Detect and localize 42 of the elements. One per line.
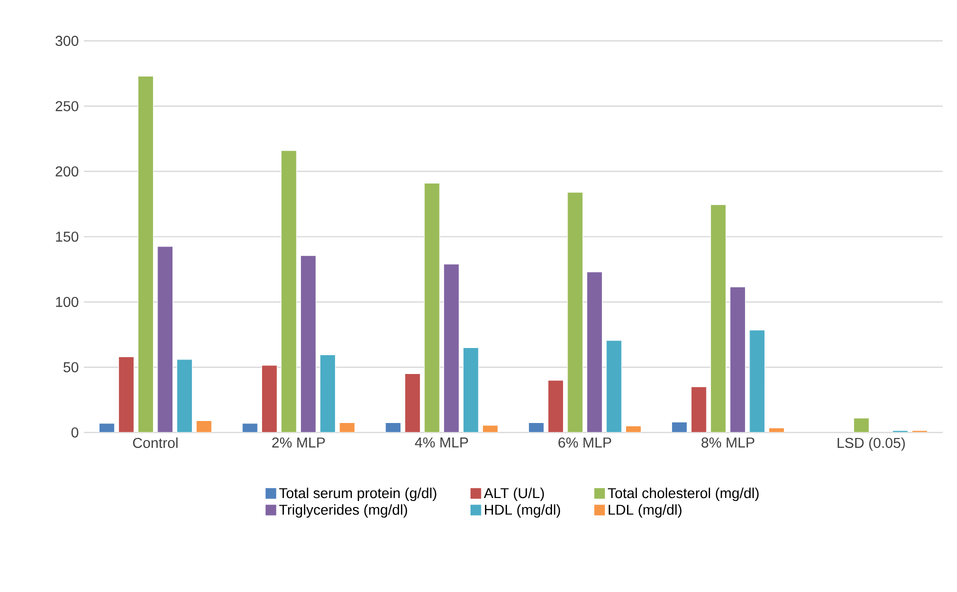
bar — [606, 340, 622, 432]
x-tick-label: Control — [133, 437, 178, 448]
bar — [157, 246, 174, 432]
bar — [548, 380, 564, 432]
y-tick-label: 50 — [64, 362, 78, 372]
bar — [443, 264, 460, 432]
y-tick-label: 100 — [56, 296, 78, 308]
x-tick-label: 8% MLP — [702, 437, 754, 448]
bar — [261, 364, 278, 432]
legend-label: HDL (mg/dl) — [484, 504, 560, 518]
legend-label: Total cholesterol (mg/dl) — [608, 488, 759, 502]
bar — [567, 192, 584, 432]
y-tick-label: 200 — [56, 166, 78, 176]
legend-label: Triglycerides (mg/dl) — [279, 504, 408, 518]
bar — [853, 418, 870, 432]
legend-label: ALT (U/L) — [484, 488, 544, 502]
x-tick-label: LSD (0.05) — [838, 437, 905, 451]
y-tick-label: 150 — [56, 232, 78, 242]
bar — [280, 150, 297, 432]
bar — [462, 347, 479, 432]
bar — [586, 272, 603, 432]
y-tick-label: 0 — [71, 427, 78, 438]
y-tick-label: 250 — [56, 101, 78, 112]
legend-label: LDL (mg/dl) — [608, 504, 682, 518]
bar — [730, 286, 746, 432]
bar — [404, 373, 421, 432]
bar — [176, 359, 193, 432]
y-tick-label: 300 — [56, 36, 78, 46]
bar — [138, 76, 154, 432]
x-tick-label: 6% MLP — [558, 437, 612, 448]
x-tick-label: 4% MLP — [414, 437, 468, 448]
bar — [690, 386, 707, 432]
bar — [300, 255, 316, 432]
bar — [320, 354, 336, 432]
bar — [710, 204, 726, 432]
bar — [749, 330, 766, 432]
bar — [242, 423, 258, 432]
legend-label: Total serum protein (g/dl) — [279, 488, 436, 502]
bar — [196, 420, 212, 432]
bar — [424, 182, 440, 432]
x-tick-label: 2% MLP — [272, 437, 325, 448]
bar — [118, 356, 134, 432]
